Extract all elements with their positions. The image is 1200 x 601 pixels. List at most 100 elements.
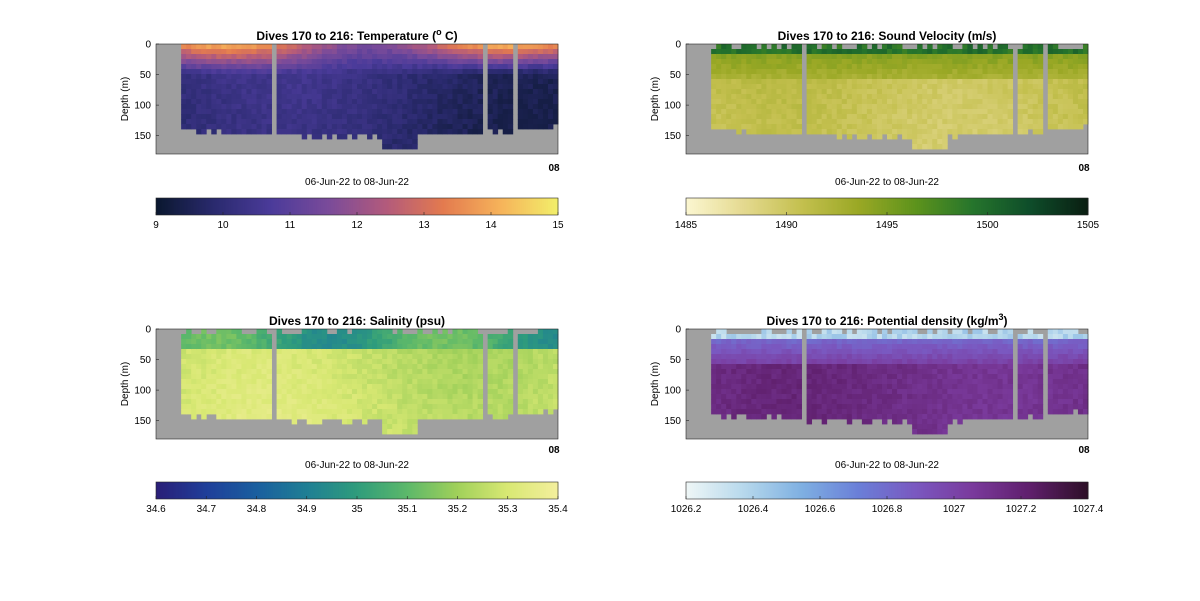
heatmap-cell: [186, 349, 192, 355]
colorbar-swatch: [194, 482, 197, 499]
colorbar-swatch: [399, 198, 402, 215]
heatmap-cell: [816, 104, 823, 110]
heatmap-cell: [392, 389, 398, 395]
heatmap-cell: [462, 369, 468, 375]
heatmap-cell: [276, 359, 283, 365]
heatmap-cell: [181, 74, 187, 80]
colorbar-swatch: [702, 198, 705, 215]
heatmap-cell: [537, 409, 544, 415]
heatmap-cell: [231, 334, 237, 340]
heatmap-cell: [286, 379, 293, 385]
heatmap-cell: [1067, 109, 1074, 115]
colorbar-swatch: [453, 198, 456, 215]
heatmap-cell: [452, 74, 458, 80]
heatmap-cell: [422, 109, 428, 115]
heatmap-cell: [311, 74, 318, 80]
colorbar-swatch: [381, 482, 384, 499]
heatmap-cell: [206, 84, 212, 90]
heatmap-cell: [1082, 54, 1089, 60]
colorbar-swatch: [156, 482, 159, 499]
heatmap-cell: [266, 99, 272, 105]
heatmap-cell: [467, 114, 473, 120]
heatmap-cell: [397, 404, 403, 410]
heatmap-cell: [942, 89, 948, 95]
heatmap-cell: [362, 74, 368, 80]
heatmap-cell: [447, 389, 453, 395]
heatmap-cell: [331, 364, 338, 370]
colorbar-swatch: [903, 198, 906, 215]
heatmap-cell: [776, 114, 782, 120]
heatmap-cell: [437, 94, 443, 100]
heatmap-cell: [1047, 104, 1054, 110]
heatmap-cell: [291, 64, 298, 70]
heatmap-cell: [811, 124, 818, 130]
heatmap-cell: [992, 129, 998, 135]
heatmap-cell: [311, 104, 318, 110]
heatmap-cell: [781, 84, 787, 90]
colorbar-swatch: [854, 198, 858, 215]
heatmap-cell: [452, 394, 458, 400]
heatmap-cell: [517, 104, 524, 110]
heatmap-cell: [246, 369, 252, 375]
colorbar-swatch: [913, 198, 916, 215]
heatmap-cell: [972, 119, 978, 125]
heatmap-cell: [776, 394, 782, 400]
colorbar-swatch: [282, 198, 286, 215]
heatmap-cell: [432, 44, 438, 50]
heatmap-cell: [286, 109, 293, 115]
heatmap-cell: [917, 59, 923, 65]
heatmap-cell: [781, 64, 787, 70]
heatmap-cell: [1052, 124, 1059, 130]
heatmap-cell: [316, 104, 323, 110]
heatmap-cell: [502, 394, 509, 400]
heatmap-cell: [796, 54, 802, 60]
heatmap-cell: [881, 94, 888, 100]
heatmap-cell: [826, 339, 833, 345]
heatmap-cell: [1027, 44, 1034, 50]
heatmap-cell: [507, 94, 514, 100]
colorbar-swatch: [447, 198, 450, 215]
heatmap-cell: [437, 344, 443, 350]
heatmap-cell: [502, 74, 509, 80]
heatmap-cell: [821, 384, 828, 390]
heatmap-cell: [947, 129, 953, 135]
heatmap-cell: [716, 104, 722, 110]
heatmap-cell: [311, 84, 318, 90]
heatmap-cell: [892, 99, 898, 105]
heatmap-cell: [786, 404, 792, 410]
heatmap-cell: [892, 124, 898, 130]
heatmap-cell: [887, 109, 893, 115]
heatmap-cell: [296, 409, 303, 415]
heatmap-cell: [992, 84, 998, 90]
colorbar-swatch: [216, 482, 219, 499]
heatmap-cell: [821, 104, 828, 110]
heatmap-cell: [477, 344, 484, 350]
colorbar-swatch: [294, 482, 298, 499]
heatmap-cell: [251, 414, 257, 420]
heatmap-cell: [201, 389, 207, 395]
heatmap-cell: [316, 44, 323, 50]
heatmap-cell: [397, 109, 403, 115]
heatmap-cell: [211, 344, 217, 350]
colorbar-swatch: [300, 198, 304, 215]
heatmap-cell: [831, 69, 838, 75]
heatmap-cell: [236, 409, 242, 415]
heatmap-cell: [786, 114, 792, 120]
heatmap-cell: [912, 109, 918, 115]
heatmap-cell: [241, 84, 247, 90]
heatmap-cell: [397, 89, 403, 95]
heatmap-cell: [1082, 79, 1089, 85]
heatmap-cell: [392, 104, 398, 110]
heatmap-cell: [902, 69, 908, 75]
colorbar-swatch: [1039, 198, 1043, 215]
heatmap-cell: [452, 64, 458, 70]
heatmap-cell: [826, 379, 833, 385]
heatmap-cell: [236, 59, 242, 65]
heatmap-cell: [181, 54, 187, 60]
heatmap-cell: [527, 344, 534, 350]
heatmap-cell: [306, 64, 313, 70]
colorbar-swatch: [312, 482, 316, 499]
heatmap-cell: [552, 364, 559, 370]
colorbar-swatch: [304, 482, 308, 499]
heatmap-cell: [291, 384, 298, 390]
